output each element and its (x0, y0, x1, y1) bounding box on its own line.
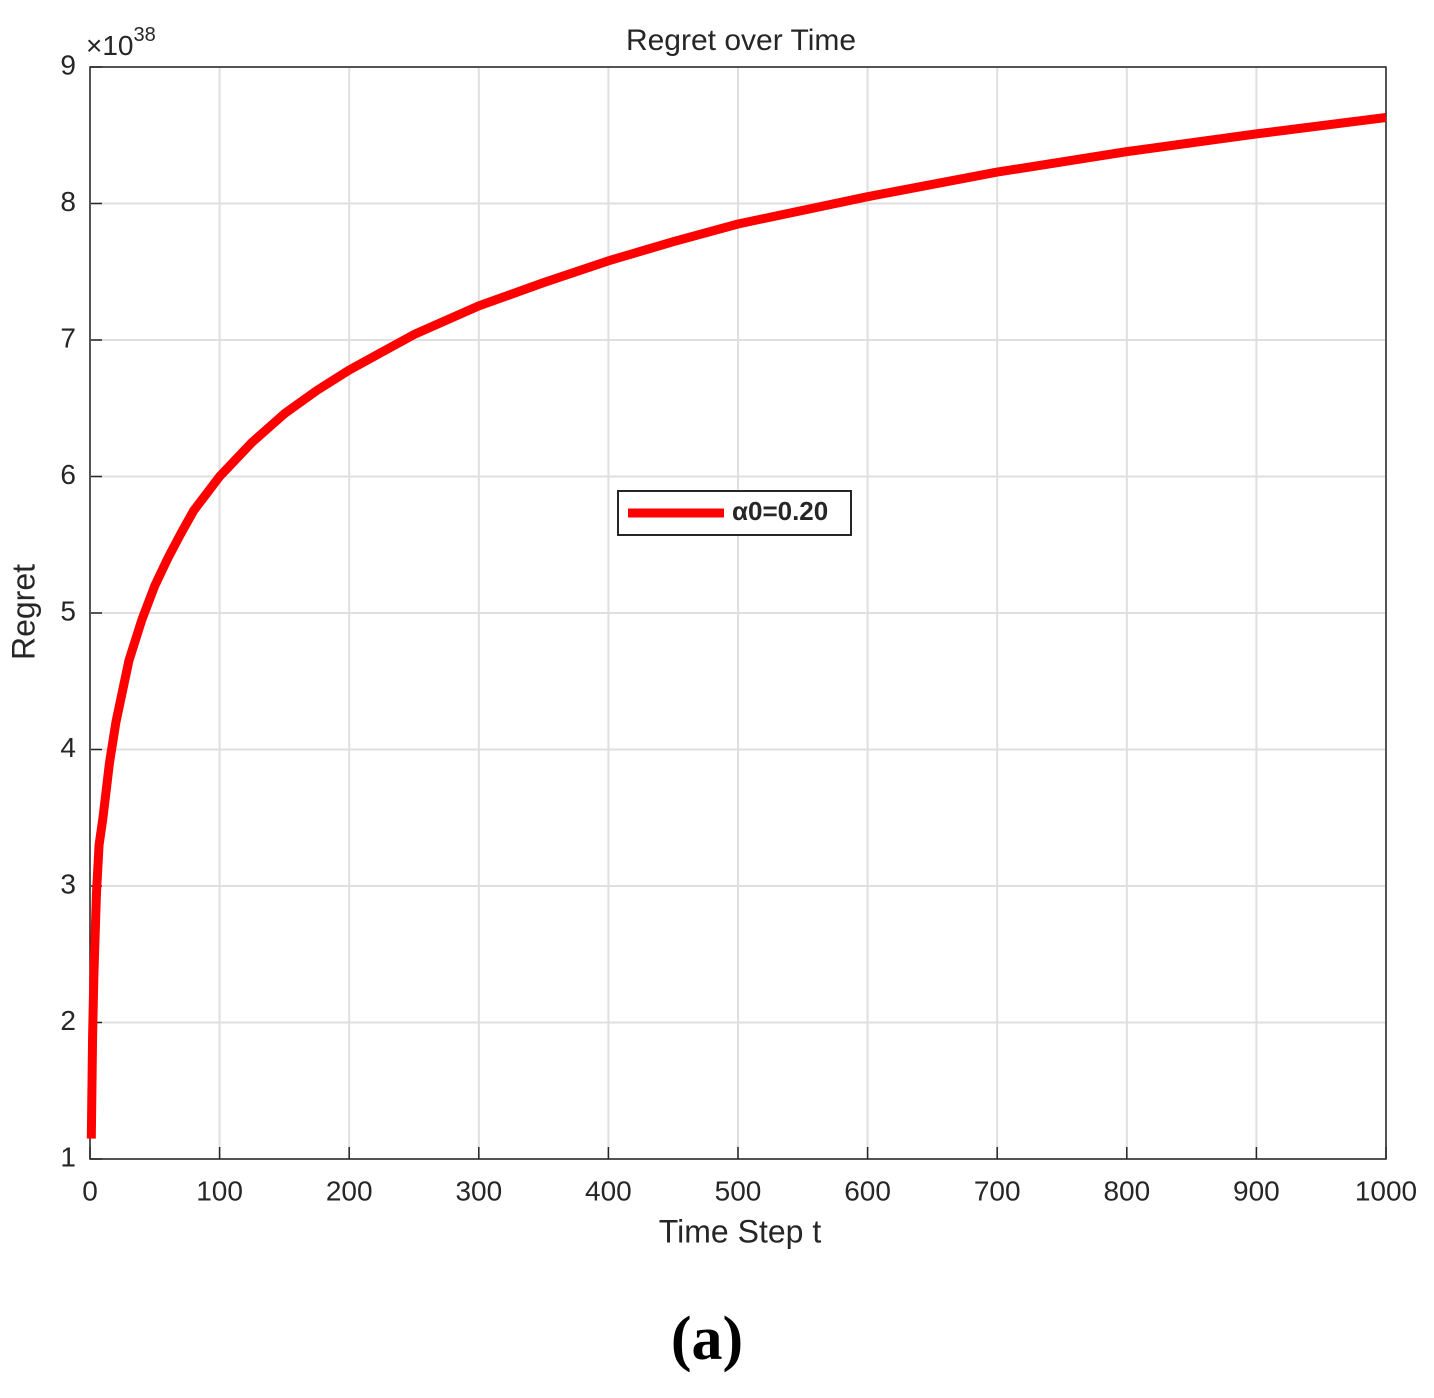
line-series (86, 113, 1387, 1139)
plot-frame (89, 66, 1387, 1160)
y-tick-label: 6 (60, 459, 76, 490)
y-tick-label: 7 (60, 322, 76, 353)
x-tick-label: 0 (82, 1175, 98, 1206)
x-axis-label: Time Step t (659, 1213, 822, 1249)
x-tick-label: 700 (974, 1175, 1021, 1206)
x-tick-label: 200 (326, 1175, 373, 1206)
x-tick-label: 1000 (1355, 1175, 1417, 1206)
chart-title: Regret over Time (626, 24, 856, 57)
x-tick-label: 900 (1233, 1175, 1280, 1206)
x-tick-label: 500 (715, 1175, 762, 1206)
caption: (a) (671, 1305, 743, 1373)
y-axis-label: Regret (5, 564, 41, 660)
x-tick-label: 100 (196, 1175, 243, 1206)
y-tick-label: 1 (60, 1141, 76, 1172)
y-tick-label: 4 (60, 732, 76, 763)
y-tick-label: 9 (60, 49, 76, 80)
x-tick-label: 800 (1103, 1175, 1150, 1206)
y-tick-label: 2 (60, 1005, 76, 1036)
x-tick-label: 300 (455, 1175, 502, 1206)
y-scale-label: ×1038 (86, 24, 156, 61)
x-tick-label: 400 (585, 1175, 632, 1206)
y-tick-label: 3 (60, 868, 76, 899)
legend-label: α0=0.20 (732, 496, 828, 526)
x-tick-label: 600 (844, 1175, 891, 1206)
y-tick-label: 5 (60, 595, 76, 626)
y-tick-label: 8 (60, 186, 76, 217)
